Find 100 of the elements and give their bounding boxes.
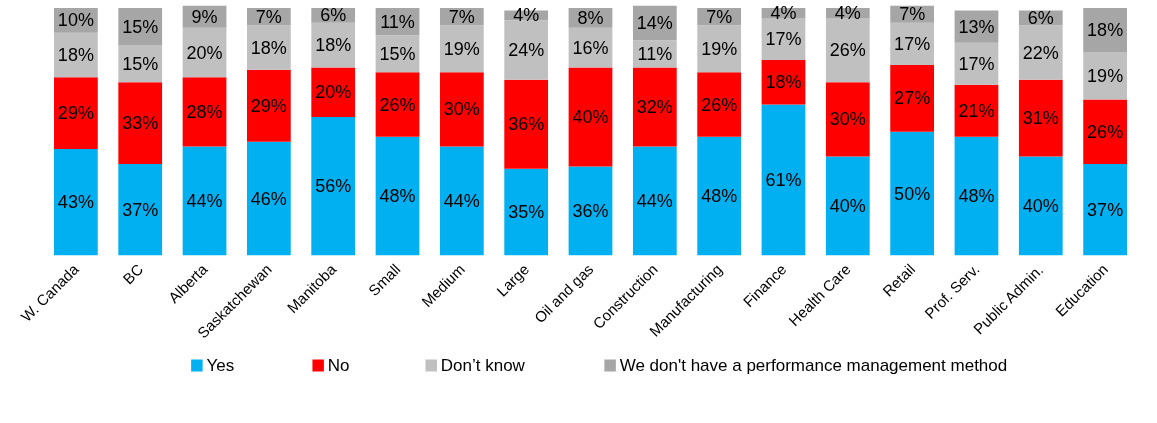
data-label: 28% [186,101,223,122]
data-label: 44% [443,191,480,212]
data-label: 35% [508,202,545,223]
data-label: 24% [508,40,545,61]
legend-label: Yes [206,356,235,375]
bar [1018,156,1063,256]
data-label: 40% [572,106,609,127]
data-label: 11% [380,11,415,32]
data-label: 18% [765,72,802,93]
bar [118,82,163,164]
bar [54,149,98,256]
legend-label: We don't have a performance management method [619,356,1008,375]
bar [761,104,806,256]
data-label: 6% [1027,7,1054,28]
data-label: 22% [1022,42,1059,63]
bar [375,72,420,137]
data-label: 21% [958,100,995,121]
data-label: 29% [250,95,287,116]
bar [118,163,163,256]
data-label: 30% [443,99,480,120]
data-label: 40% [829,196,866,216]
data-label: 7% [255,6,282,27]
data-label: 20% [186,42,223,63]
data-label: 50% [894,183,931,204]
data-label: 18% [315,35,352,56]
bar [954,136,999,256]
data-label: 15% [122,16,159,37]
bar [439,72,484,147]
bar [825,82,870,157]
data-label: 26% [1087,121,1124,142]
bar [54,77,98,150]
data-label: 43% [57,192,94,213]
data-label: 27% [894,88,931,109]
bar [1018,79,1063,157]
data-label: 9% [191,6,218,27]
data-label: 6% [320,5,347,26]
data-label: 36% [572,200,609,221]
data-label: 10% [57,10,94,31]
data-label: 16% [572,37,609,58]
bar [697,136,742,256]
x-tick-label: BC [119,260,147,288]
legend-label: No [327,356,350,375]
data-label: 40% [1022,196,1059,216]
bar [182,77,227,147]
data-label: 37% [1087,199,1124,220]
data-label: 46% [250,188,287,209]
data-label: 30% [829,109,866,130]
data-label: 15% [379,43,416,64]
data-label: 37% [122,199,159,220]
data-label: 48% [701,186,738,207]
data-label: 15% [122,53,159,74]
data-label: 26% [379,94,416,115]
bar [311,67,356,117]
data-label: 18% [57,45,94,65]
data-label: 4% [770,2,797,23]
bar [697,72,742,137]
data-label: 48% [379,186,416,207]
data-label: 44% [636,191,673,212]
data-label: 32% [636,96,673,117]
data-label: 29% [57,103,94,124]
bar [890,131,935,256]
legend-label: Don’t know [440,356,526,375]
bar [568,166,613,256]
data-label: 19% [443,38,480,59]
data-label: 61% [765,170,802,190]
data-label: 11% [637,43,673,64]
data-label: 13% [958,16,995,37]
bar [246,141,291,256]
data-label: 26% [701,94,738,115]
data-label: 17% [958,53,995,74]
data-label: 44% [186,191,223,212]
data-label: 14% [636,12,673,33]
bar [632,146,677,256]
data-label: 18% [1087,20,1124,41]
bar [504,79,549,169]
bar [439,146,484,256]
bar [375,136,420,256]
data-label: 4% [513,5,540,26]
data-label: 48% [958,186,995,207]
data-label: 18% [250,37,287,58]
bar [632,67,677,147]
bar [246,69,291,142]
data-label: 31% [1022,108,1059,129]
bar [504,168,549,256]
data-label: 17% [765,28,802,49]
data-label: 19% [1087,66,1124,87]
data-label: 26% [829,40,866,61]
data-label: 33% [122,113,159,134]
data-label: 7% [706,6,733,27]
bar [311,116,356,256]
bar [890,64,935,132]
data-label: 7% [899,4,926,25]
data-label: 19% [701,38,738,59]
bar [1083,163,1127,256]
bar [825,156,870,256]
data-label: 17% [894,33,931,54]
data-label: 4% [834,2,861,23]
bar [1018,25,1063,80]
data-label: 56% [315,176,352,197]
data-label: 7% [448,6,475,27]
